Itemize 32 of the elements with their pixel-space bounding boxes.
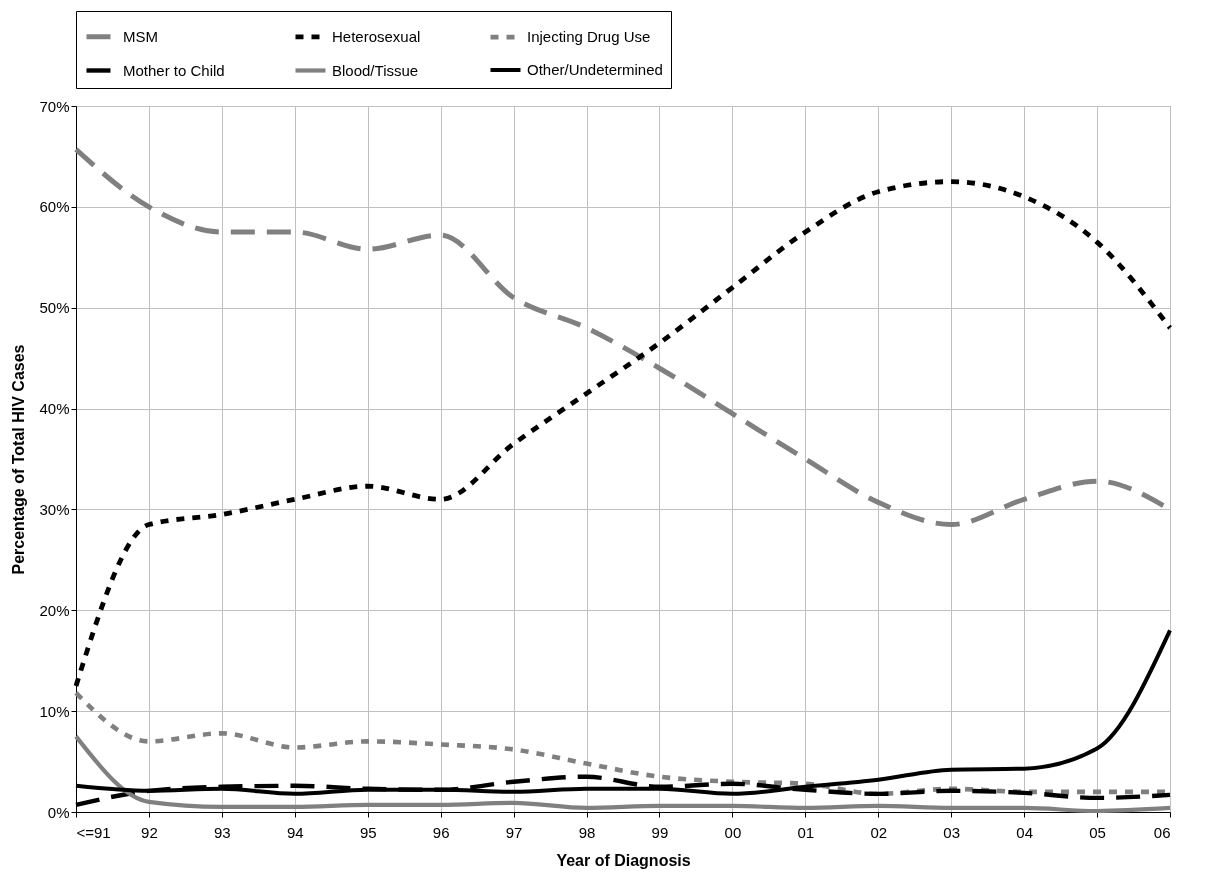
y-tick-label: 70% (39, 97, 70, 115)
x-tick-label: 02 (870, 823, 888, 841)
x-tick-label: 05 (1089, 823, 1106, 841)
x-tick-label: 01 (797, 823, 815, 841)
x-tick-label: 93 (214, 823, 231, 841)
legend-label: Heterosexual (332, 27, 421, 45)
legend-label: Blood/Tissue (332, 61, 419, 79)
y-tick-label: 10% (39, 702, 70, 720)
x-tick-label: 97 (505, 823, 523, 841)
y-axis-title: Percentage of Total HIV Cases (10, 344, 28, 575)
legend-label: MSM (123, 27, 158, 45)
x-tick-label: 04 (1016, 823, 1033, 841)
x-tick-label: <=91 (76, 823, 111, 841)
x-tick-label: 03 (943, 823, 961, 841)
x-tick-label: 94 (286, 823, 304, 841)
x-tick-label: 06 (1153, 823, 1171, 841)
y-tick-label: 40% (39, 400, 70, 418)
x-tick-label: 92 (141, 823, 158, 841)
y-tick-label: 60% (39, 198, 70, 216)
y-tick-label: 50% (39, 299, 70, 317)
x-tick-label: 00 (724, 823, 742, 841)
x-tick-label: 96 (432, 823, 450, 841)
legend-label: Injecting Drug Use (527, 28, 651, 46)
y-tick-label: 30% (39, 500, 70, 518)
x-tick-label: 99 (651, 823, 669, 841)
x-tick-label: 95 (359, 823, 377, 841)
x-tick-label: 98 (578, 823, 596, 841)
x-axis-title: Year of Diagnosis (556, 851, 691, 869)
legend-label: Mother to Child (123, 61, 225, 79)
legend-label: Other/Undetermined (527, 61, 663, 78)
y-tick-label: 0% (47, 803, 70, 821)
y-tick-label: 20% (39, 601, 70, 619)
